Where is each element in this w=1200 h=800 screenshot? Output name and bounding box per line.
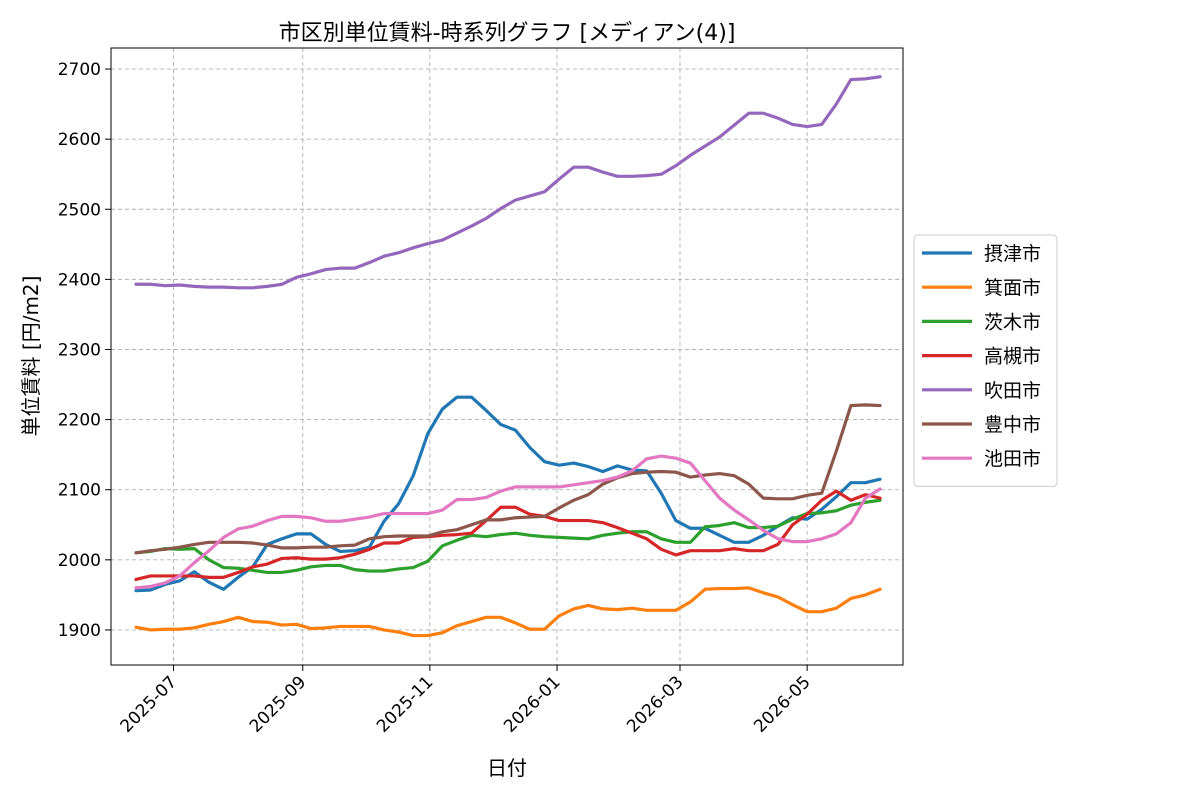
series-line-6 (134, 403, 882, 555)
series-line-5 (134, 75, 882, 290)
y-tick-label: 2100 (58, 481, 101, 501)
series-line-2 (134, 586, 882, 638)
series-lines (134, 75, 882, 638)
series-line-3 (134, 498, 882, 575)
chart-title: 市区別単位賃料-時系列グラフ [メディアン(4)] (279, 21, 736, 46)
legend-entry: 豊中市 (984, 414, 1041, 436)
legend-entry: 摂津市 (984, 243, 1041, 265)
legend-entry: 高槻市 (984, 346, 1041, 368)
x-axis-label: 日付 (487, 756, 527, 780)
y-tick-label: 2300 (58, 340, 101, 360)
series-line-1 (134, 395, 882, 593)
legend-entry: 茨木市 (984, 311, 1041, 333)
legend-entry: 池田市 (984, 448, 1041, 470)
y-tick-label: 2500 (58, 200, 101, 220)
series-line-4 (134, 489, 882, 582)
y-tick-label: 2400 (58, 270, 101, 290)
y-tick-label: 2000 (58, 551, 101, 571)
y-tick-label: 2600 (58, 130, 101, 150)
series-line-7 (134, 454, 882, 590)
legend-entry: 吹田市 (984, 380, 1041, 402)
y-tick-label: 2700 (58, 60, 101, 80)
plot-frame (110, 47, 904, 666)
legend-entry: 箕面市 (984, 277, 1041, 299)
y-tick-label: 1900 (58, 621, 101, 641)
y-tick-label: 2200 (58, 411, 101, 431)
y-axis-label: 単位賃料 [円/m2] (19, 276, 43, 437)
